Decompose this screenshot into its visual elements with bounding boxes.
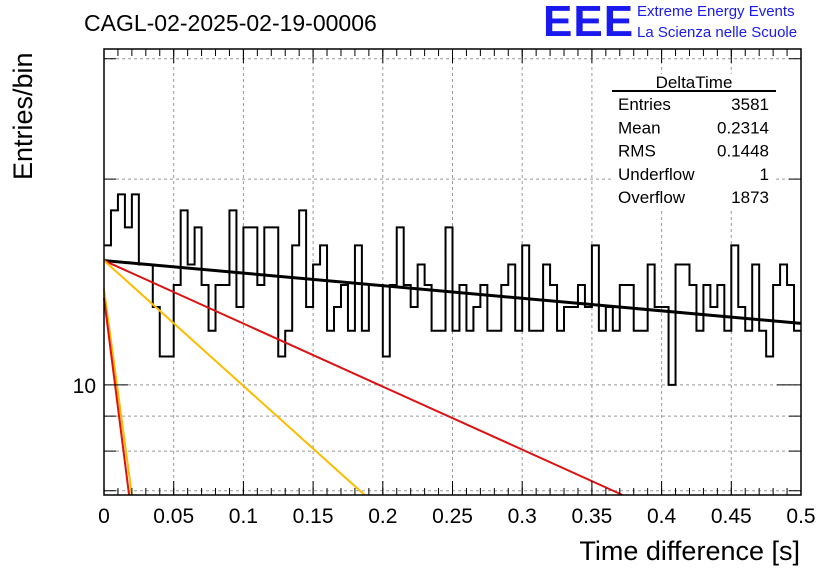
x-tick-label: 0.1 <box>229 505 258 528</box>
x-tick-label: 0.45 <box>711 505 752 528</box>
histogram-outline <box>104 193 801 386</box>
stats-value: 1873 <box>731 188 769 207</box>
stats-label: Entries <box>618 95 671 114</box>
stats-label: Mean <box>618 118 661 137</box>
stats-value: 0.1448 <box>717 142 769 161</box>
stats-label: RMS <box>618 142 656 161</box>
stats-value: 0.2314 <box>717 118 769 137</box>
fit-curve <box>103 259 623 496</box>
fit-curve <box>103 297 131 496</box>
x-tick-label: 0.4 <box>647 505 677 528</box>
x-tick-label: 0 <box>98 505 110 528</box>
x-tick-labels: 0 0.05 0.1 0.15 0.2 0.25 0.3 0.35 0.4 0.45 0.5 <box>98 505 815 528</box>
stats-value: 3581 <box>731 95 769 114</box>
stats-box-title: DeltaTime <box>656 73 733 92</box>
x-axis-label: Time difference [s] <box>579 536 800 566</box>
x-tick-label: 0.05 <box>153 505 194 528</box>
y-axis-label: Entries/bin <box>8 52 38 180</box>
x-tick-label: 0.15 <box>293 505 334 528</box>
stats-label: Overflow <box>618 188 686 207</box>
x-tick-label: 0.2 <box>368 505 397 528</box>
stats-value: 1 <box>760 165 769 184</box>
stats-label: Underflow <box>618 165 695 184</box>
y-tick-label: 10 <box>73 375 96 398</box>
logo-line-1: Extreme Energy Events <box>637 3 795 20</box>
fit-curve <box>103 259 802 325</box>
stats-box-background <box>612 74 776 208</box>
x-tick-label: 0.5 <box>786 505 815 528</box>
fit-curves <box>103 259 802 496</box>
x-tick-label: 0.25 <box>432 505 473 528</box>
stats-rows: Entries 3581 Mean 0.2314 RMS 0.1448 Underflow 1… <box>618 95 769 207</box>
x-tick-label: 0.35 <box>571 505 612 528</box>
logo-line-2: La Scienza nelle Scuole <box>637 24 798 41</box>
fit-curve <box>103 259 366 496</box>
x-tick-label: 0.3 <box>508 505 537 528</box>
histogram <box>104 193 801 386</box>
fit-curve <box>103 289 133 496</box>
eee-logo: EEE <box>543 0 635 46</box>
chart-title: CAGL-02-2025-02-19-00006 <box>84 10 377 36</box>
axis-ticks <box>103 49 802 495</box>
stats-box: DeltaTime Entries 3581 Mean 0.2314 RMS 0.1448… <box>612 73 776 208</box>
y-tick-labels: 10 <box>73 375 96 398</box>
